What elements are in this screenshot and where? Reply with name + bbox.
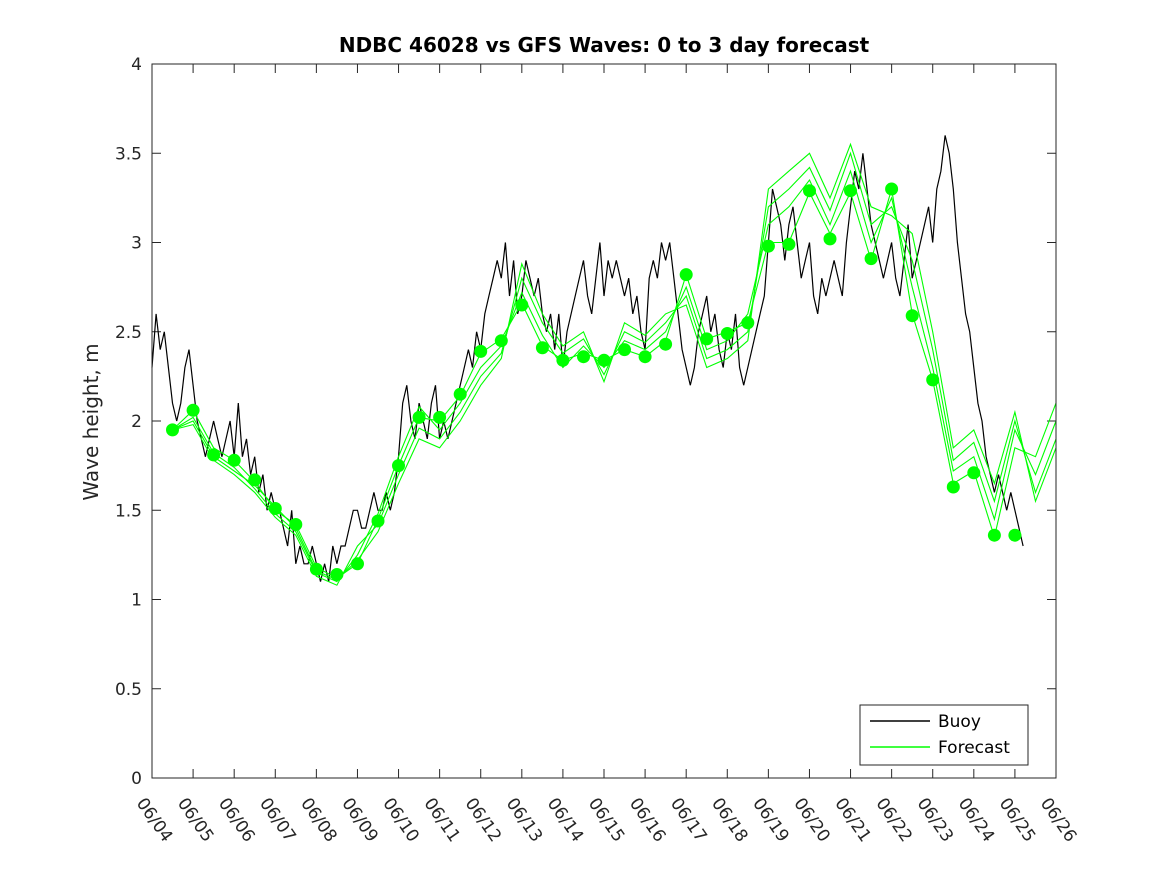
- forecast-marker-27: [720, 327, 734, 340]
- forecast-marker-36: [905, 309, 919, 323]
- forecast-marker-11: [392, 459, 405, 473]
- forecast-marker-6: [289, 518, 303, 531]
- buoy-line: [151, 135, 1024, 582]
- forecast-marker-17: [515, 298, 529, 312]
- forecast-marker-10: [371, 514, 385, 528]
- forecast-marker-29: [761, 239, 775, 253]
- y-tick-label-4: 2: [131, 412, 142, 432]
- forecast-markers: [166, 182, 1022, 581]
- legend-label-buoy: Buoy: [938, 712, 981, 732]
- legend-label-forecast: Forecast: [938, 738, 1010, 758]
- forecast-marker-39: [967, 466, 981, 480]
- forecast-marker-0: [166, 423, 179, 437]
- forecast-marker-24: [659, 337, 673, 351]
- forecast-marker-28: [741, 316, 755, 330]
- forecast-marker-12: [412, 410, 426, 424]
- y-tick-label-6: 3: [131, 234, 142, 254]
- y-tick-label-0: 0: [131, 769, 142, 789]
- forecast-marker-25: [679, 268, 693, 282]
- forecast-marker-21: [597, 353, 611, 367]
- y-axis-ticks: 0 0.5 1 1.5 2 2.5 3 3.5 4: [115, 55, 1056, 789]
- y-tick-label-7: 3.5: [115, 144, 142, 164]
- forecast-marker-40: [987, 528, 1001, 542]
- forecast-marker-41: [1008, 528, 1022, 542]
- forecast-marker-22: [618, 343, 631, 357]
- forecast-marker-4: [248, 473, 262, 487]
- forecast-marker-26: [700, 332, 714, 346]
- chart-title: NDBC 46028 vs GFS Waves: 0 to 3 day fore…: [339, 33, 870, 57]
- forecast-marker-30: [782, 237, 796, 251]
- forecast-marker-35: [885, 182, 899, 196]
- legend-box: [859, 704, 1029, 766]
- legend: Buoy Forecast: [859, 704, 1029, 766]
- plot-area: [151, 135, 1057, 586]
- forecast-marker-16: [494, 334, 508, 348]
- forecast-marker-31: [803, 184, 816, 198]
- forecast-marker-5: [268, 502, 282, 515]
- forecast-marker-32: [823, 232, 837, 246]
- y-axis-title: Wave height, m: [79, 343, 103, 500]
- forecast-marker-20: [577, 350, 590, 364]
- forecast-marker-18: [535, 341, 549, 355]
- forecast-marker-1: [186, 403, 200, 417]
- forecast-marker-19: [556, 353, 570, 367]
- y-tick-label-5: 2.5: [115, 323, 142, 343]
- forecast-marker-15: [474, 344, 488, 358]
- forecast-marker-13: [433, 410, 447, 424]
- forecast-marker-9: [351, 557, 364, 571]
- y-tick-label-3: 1.5: [115, 501, 142, 521]
- y-tick-label-1: 0.5: [115, 680, 142, 700]
- buoy-series: [151, 135, 1024, 582]
- plot-frame: [151, 63, 1057, 779]
- forecast-marker-8: [330, 568, 344, 581]
- y-tick-label-8: 4: [131, 55, 142, 75]
- forecast-marker-33: [844, 184, 857, 198]
- y-tick-label-2: 1: [131, 591, 142, 611]
- forecast-marker-2: [207, 448, 221, 462]
- forecast-marker-14: [453, 387, 467, 401]
- forecast-marker-38: [946, 480, 960, 494]
- forecast-marker-3: [227, 453, 241, 467]
- forecast-marker-37: [926, 373, 940, 387]
- forecast-marker-23: [638, 350, 652, 364]
- forecast-marker-34: [864, 252, 878, 266]
- forecast-marker-7: [309, 562, 323, 576]
